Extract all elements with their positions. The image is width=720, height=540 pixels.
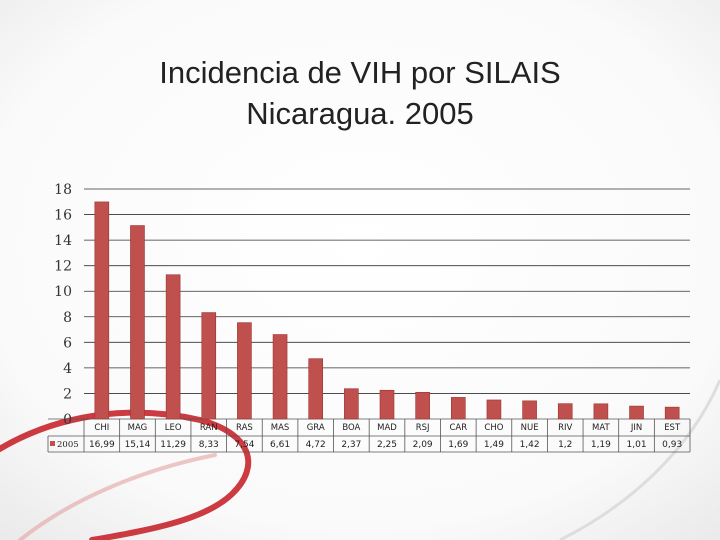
category-label: MAS (271, 423, 290, 433)
title-line-2: Nicaragua. 2005 (246, 96, 474, 131)
category-label: MAT (592, 423, 610, 433)
data-label: 8,33 (199, 440, 219, 450)
bar (165, 274, 181, 420)
category-label: RIV (558, 423, 572, 433)
category-label: RAS (236, 423, 253, 433)
data-label: 1,69 (448, 440, 468, 450)
category-label: CHO (484, 423, 503, 433)
data-label: 16,99 (89, 440, 115, 450)
category-label: BOA (342, 423, 360, 433)
slide-title: Incidencia de VIH por SILAIS Nicaragua. … (60, 52, 660, 134)
data-label: 4,72 (306, 440, 326, 450)
category-label: RAN (200, 423, 218, 433)
bar (557, 403, 573, 420)
category-label: MAD (377, 423, 397, 433)
data-label: 11,29 (160, 440, 186, 450)
y-tick-label: 0 (63, 412, 72, 428)
bar (593, 403, 609, 420)
decorative-swoosh (559, 379, 720, 540)
awareness-ribbon-shadow (18, 453, 217, 540)
bar (379, 389, 395, 420)
category-label: CAR (449, 423, 467, 433)
bar (237, 322, 252, 420)
bar (308, 358, 324, 420)
y-tick-label: 10 (54, 284, 72, 300)
y-tick-label: 14 (54, 233, 72, 249)
bar (201, 312, 217, 420)
data-label: 1,2 (558, 440, 572, 450)
bar (415, 391, 430, 420)
y-tick-label: 16 (54, 208, 72, 224)
data-label: 6,61 (270, 440, 290, 450)
category-label: GRA (307, 423, 325, 433)
bar (450, 397, 466, 420)
bar (664, 406, 680, 420)
data-label: 15,14 (125, 440, 151, 450)
bar (629, 405, 644, 420)
category-label: RSJ (416, 423, 430, 433)
y-tick-label: 4 (63, 361, 72, 377)
bar (94, 201, 110, 420)
y-tick-label: 18 (54, 182, 72, 198)
y-tick-label: 12 (54, 259, 72, 275)
bar (272, 334, 288, 420)
data-label: 7,54 (234, 440, 254, 450)
awareness-ribbon-icon (0, 409, 252, 540)
series-label: 2005 (57, 440, 79, 450)
legend-key (50, 441, 55, 446)
title-line-1: Incidencia de VIH por SILAIS (159, 55, 561, 90)
data-label: 1,19 (591, 440, 611, 450)
y-tick-label: 2 (63, 386, 72, 402)
category-label: LEO (165, 423, 182, 433)
data-label: 2,37 (341, 440, 361, 450)
data-label: 0,93 (662, 440, 682, 450)
y-tick-label: 8 (63, 310, 72, 326)
data-label: 1,01 (627, 440, 647, 450)
y-tick-label: 6 (63, 335, 72, 351)
category-label: CHI (94, 423, 109, 433)
bar (130, 225, 145, 420)
bar (344, 388, 359, 420)
category-label: EST (664, 423, 681, 433)
data-label: 2,25 (377, 440, 397, 450)
bar (486, 399, 502, 420)
category-label: JIN (630, 423, 642, 433)
data-label: 1,49 (484, 440, 504, 450)
bar (522, 400, 537, 420)
data-label: 2,09 (413, 440, 433, 450)
category-label: MAG (128, 423, 148, 433)
category-label: NUE (521, 423, 539, 433)
data-label: 1,42 (520, 440, 540, 450)
